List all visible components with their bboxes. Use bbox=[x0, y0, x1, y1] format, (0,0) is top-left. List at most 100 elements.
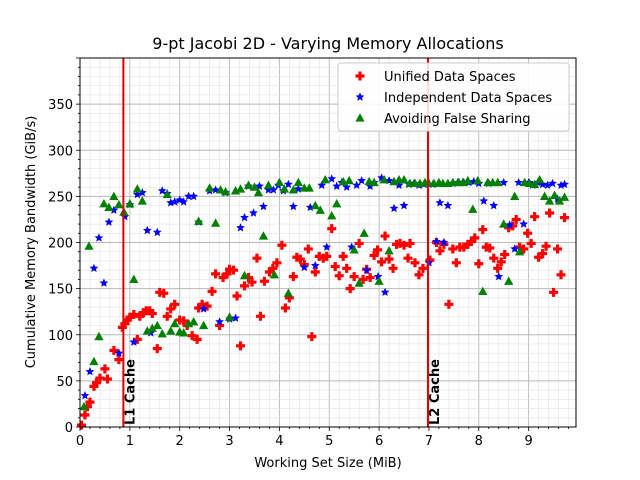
x-tick-label: 4 bbox=[275, 434, 283, 449]
data-point bbox=[374, 276, 384, 285]
data-point bbox=[327, 174, 337, 183]
chart-title: 9-pt Jacobi 2D - Varying Memory Allocati… bbox=[152, 34, 503, 53]
data-point bbox=[425, 255, 435, 265]
data-point bbox=[152, 227, 162, 237]
data-point bbox=[122, 315, 132, 325]
data-point bbox=[494, 272, 504, 281]
data-point bbox=[89, 263, 99, 273]
data-point bbox=[137, 188, 147, 197]
data-point bbox=[170, 197, 180, 206]
data-point bbox=[554, 196, 565, 205]
data-point bbox=[499, 219, 509, 228]
data-point bbox=[199, 320, 209, 330]
x-tick-label: 0 bbox=[76, 434, 84, 449]
data-point bbox=[544, 196, 555, 205]
data-point bbox=[485, 243, 495, 253]
data-point bbox=[405, 238, 415, 248]
data-point bbox=[283, 288, 293, 297]
data-point bbox=[170, 299, 180, 309]
data-point bbox=[478, 225, 488, 235]
data-point bbox=[192, 334, 202, 344]
data-point bbox=[269, 269, 280, 279]
data-point bbox=[439, 237, 449, 247]
legend-item: Avoiding False Sharing bbox=[355, 112, 531, 127]
legend-box bbox=[337, 62, 570, 132]
x-tick-label: 1 bbox=[126, 434, 134, 449]
data-point bbox=[399, 201, 409, 210]
legend-marker bbox=[355, 92, 365, 101]
data-point bbox=[504, 223, 514, 233]
x-tick-label: 7 bbox=[425, 434, 433, 449]
data-point bbox=[166, 326, 176, 335]
data-point bbox=[95, 373, 105, 383]
data-point bbox=[373, 272, 383, 281]
data-point bbox=[249, 182, 260, 191]
data-point bbox=[556, 270, 566, 280]
data-point bbox=[189, 191, 199, 201]
data-point bbox=[222, 269, 232, 279]
data-point bbox=[459, 242, 469, 252]
data-point bbox=[342, 182, 352, 191]
x-tick-label: 6 bbox=[375, 434, 383, 449]
data-point bbox=[85, 397, 95, 407]
data-point bbox=[205, 183, 215, 192]
data-point bbox=[268, 263, 278, 273]
data-point bbox=[332, 181, 342, 190]
data-point bbox=[138, 308, 148, 318]
data-point bbox=[519, 244, 529, 254]
data-point bbox=[310, 267, 320, 277]
data-point bbox=[202, 301, 212, 311]
data-point bbox=[293, 177, 303, 187]
data-point bbox=[373, 245, 383, 255]
data-point bbox=[114, 355, 124, 365]
data-point bbox=[84, 241, 94, 250]
data-point bbox=[247, 277, 257, 287]
data-point bbox=[414, 270, 424, 280]
data-point bbox=[478, 286, 488, 295]
data-point bbox=[344, 175, 354, 185]
data-point bbox=[184, 191, 194, 201]
data-point bbox=[142, 225, 152, 235]
data-point bbox=[194, 303, 204, 313]
legend: Unified Data Spaces Independent Data Spac… bbox=[337, 62, 570, 132]
data-point bbox=[352, 180, 362, 190]
data-point bbox=[94, 233, 104, 242]
data-point bbox=[399, 174, 409, 184]
data-point bbox=[499, 177, 509, 187]
data-point bbox=[489, 253, 499, 263]
data-point bbox=[303, 244, 313, 254]
data-point bbox=[189, 317, 199, 326]
data-point bbox=[508, 221, 518, 231]
data-point bbox=[104, 217, 114, 226]
data-point bbox=[380, 231, 390, 241]
data-point bbox=[538, 179, 547, 189]
data-point bbox=[272, 258, 282, 268]
data-point bbox=[147, 309, 157, 319]
x-tick-label: 9 bbox=[525, 434, 533, 449]
data-point bbox=[534, 252, 544, 262]
data-point bbox=[342, 263, 352, 273]
legend-marker bbox=[355, 113, 365, 122]
data-point bbox=[240, 281, 250, 291]
data-point bbox=[545, 208, 555, 218]
data-point bbox=[354, 278, 364, 287]
data-point bbox=[474, 259, 484, 269]
data-point bbox=[243, 273, 253, 283]
data-point bbox=[104, 202, 114, 212]
data-point bbox=[399, 240, 409, 250]
cache-line-label: L1 Cache bbox=[123, 359, 138, 425]
data-point bbox=[330, 261, 340, 271]
data-point bbox=[199, 304, 208, 313]
legend-item: Unified Data Spaces bbox=[355, 70, 516, 85]
data-point bbox=[410, 258, 420, 268]
x-axis-label: Working Set Size (MiB) bbox=[254, 456, 401, 471]
data-point bbox=[94, 331, 104, 341]
data-point bbox=[444, 299, 454, 309]
data-point bbox=[211, 269, 221, 279]
x-tick-label: 8 bbox=[475, 434, 483, 449]
data-point bbox=[224, 312, 235, 321]
data-point bbox=[365, 273, 375, 283]
data-point bbox=[157, 329, 167, 338]
data-point bbox=[292, 252, 302, 262]
data-point bbox=[466, 237, 476, 247]
